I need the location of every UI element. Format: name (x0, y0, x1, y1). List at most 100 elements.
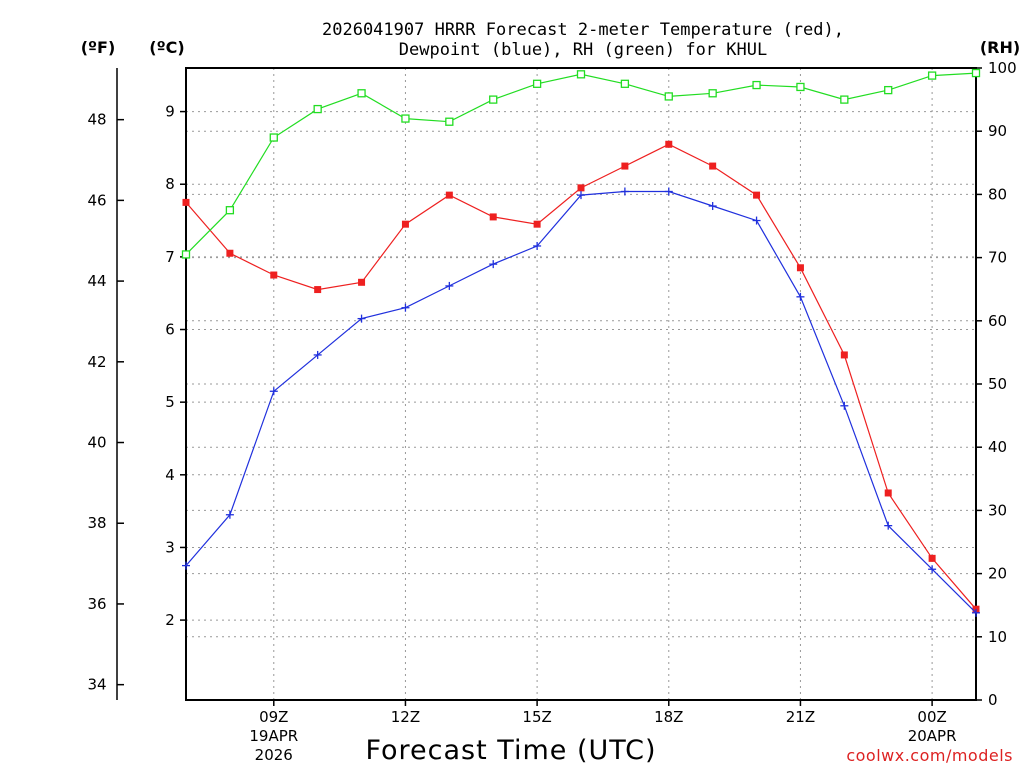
dewpoint-line (185, 190, 977, 614)
temperature-line (185, 143, 977, 610)
c-tick-label-7: 7 (165, 248, 175, 266)
chart-title-line2: Dewpoint (blue), RH (green) for KHUL (399, 40, 767, 60)
x-tick-label-09Z: 09Z (259, 708, 288, 726)
f-tick-label-46: 46 (87, 191, 106, 209)
rh-axis: 0 10 20 30 40 50 60 70 80 90 100 (976, 59, 1017, 709)
dewpoint-point-8 (225, 510, 234, 519)
credit-label: coolwx.com/models (846, 746, 1013, 765)
c-tick-label-4: 4 (165, 466, 175, 484)
rh-tick-label-40: 40 (988, 438, 1007, 456)
dewpoint-point-9 (269, 387, 278, 396)
temperature-point-17 (621, 162, 629, 170)
dewpoint-point-16 (577, 191, 585, 200)
x-tick-label-12Z: 12Z (391, 708, 420, 726)
rh-tick-label-50: 50 (988, 375, 1007, 393)
rh-point-16 (576, 70, 586, 79)
rh-point-11 (357, 89, 366, 98)
f-tick-label-44: 44 (87, 272, 106, 290)
x-tick-sublabel-09Z: 19APR (249, 727, 298, 745)
rh-tick-label-70: 70 (988, 249, 1007, 267)
rh-point-25 (971, 68, 981, 78)
dewpoint-point-7 (182, 561, 190, 570)
dewpoint-point-17 (620, 187, 629, 196)
dewpoint-point-25 (972, 608, 980, 617)
chart-title-line1: 2026041907 HRRR Forecast 2-meter Tempera… (322, 20, 844, 40)
dewpoint-point-22 (840, 401, 849, 410)
f-tick-label-48: 48 (87, 111, 106, 129)
rh-point-19 (708, 89, 717, 98)
temperature-point-9 (270, 271, 278, 279)
dewpoint-point-13 (445, 281, 454, 290)
f-tick-label-42: 42 (87, 353, 106, 371)
series-group (181, 68, 981, 617)
temperature-point-21 (796, 264, 804, 272)
temperature-point-11 (358, 278, 366, 286)
x-tick-year-09Z: 2026 (255, 746, 293, 764)
rh-point-18 (664, 92, 673, 101)
x-tick-label-15Z: 15Z (522, 708, 551, 726)
rh-tick-label-20: 20 (988, 565, 1007, 583)
c-tick-label-3: 3 (165, 538, 175, 556)
dewpoint-point-12 (401, 303, 410, 312)
rh-point-17 (620, 79, 630, 88)
f-tick-label-40: 40 (87, 434, 106, 452)
c-tick-label-8: 8 (165, 175, 175, 193)
rh-tick-label-10: 10 (988, 628, 1007, 646)
rh-tick-label-30: 30 (988, 501, 1007, 519)
c-tick-label-9: 9 (165, 103, 175, 121)
rh-point-12 (401, 114, 410, 123)
dewpoint-point-18 (664, 187, 673, 196)
rh-point-23 (884, 85, 893, 95)
temperature-point-24 (928, 554, 936, 562)
f-tick-label-34: 34 (87, 676, 106, 694)
temperature-point-8 (226, 249, 234, 257)
f-tick-label-36: 36 (87, 595, 106, 613)
x-tick-label-21Z: 21Z (786, 708, 815, 726)
rh-point-14 (489, 95, 498, 104)
temperature-point-23 (884, 489, 892, 497)
rh-point-20 (752, 80, 761, 90)
temperature-point-18 (665, 140, 673, 148)
rh-point-13 (445, 117, 454, 126)
x-tick-sublabel-00Z: 20APR (908, 727, 957, 745)
temperature-point-13 (445, 191, 453, 199)
dewpoint-point-23 (884, 521, 893, 530)
c-tick-label-5: 5 (165, 393, 175, 411)
fahrenheit-axis: 34 36 38 40 42 44 46 48 (87, 111, 124, 694)
rh-axis-unit: (RH) (980, 38, 1020, 57)
c-tick-label-2: 2 (165, 611, 175, 629)
rh-point-22 (840, 95, 849, 104)
rh-point-15 (532, 79, 542, 88)
dewpoint-point-24 (928, 565, 937, 574)
dewpoint-point-19 (708, 202, 717, 211)
rh-point-24 (927, 71, 937, 80)
temperature-point-14 (489, 213, 497, 221)
fahrenheit-axis-unit: (ºF) (81, 38, 116, 57)
temperature-point-16 (577, 184, 585, 192)
dewpoint-point-21 (796, 292, 805, 301)
temperature-point-19 (709, 162, 717, 170)
temperature-point-10 (314, 286, 322, 294)
temperature-point-7 (182, 198, 190, 206)
rh-point-10 (313, 104, 322, 114)
x-axis-label: Forecast Time (UTC) (365, 735, 656, 766)
rh-point-9 (269, 133, 278, 142)
temperature-point-12 (401, 220, 409, 228)
dewpoint-point-20 (752, 216, 761, 225)
rh-point-8 (225, 206, 235, 215)
plot-frame (185, 67, 977, 701)
celsius-axis-unit: (ºC) (149, 38, 184, 57)
rh-tick-label-90: 90 (988, 122, 1007, 140)
rh-tick-label-80: 80 (988, 185, 1007, 203)
rh-point-21 (796, 82, 805, 92)
dewpoint-point-10 (313, 350, 322, 359)
temperature-point-22 (840, 351, 848, 359)
x-tick-label-00Z: 00Z (917, 708, 946, 726)
temperature-point-15 (533, 220, 541, 228)
rh-point-7 (181, 250, 191, 259)
dewpoint-point-15 (533, 241, 542, 250)
x-tick-label-18Z: 18Z (654, 708, 683, 726)
rh-tick-label-0: 0 (988, 691, 998, 709)
